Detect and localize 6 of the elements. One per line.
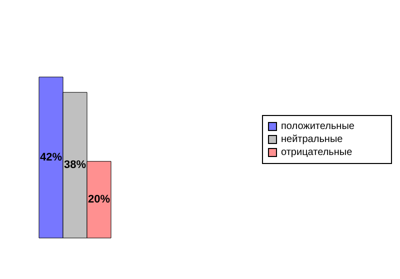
data-label: 20% <box>88 194 110 206</box>
legend-label: отрицательные <box>281 147 352 158</box>
data-label: 38% <box>64 159 86 172</box>
legend-label: нейтральные <box>281 134 343 145</box>
data-label: 42% <box>40 152 62 164</box>
legend-label: положительные <box>281 121 354 132</box>
